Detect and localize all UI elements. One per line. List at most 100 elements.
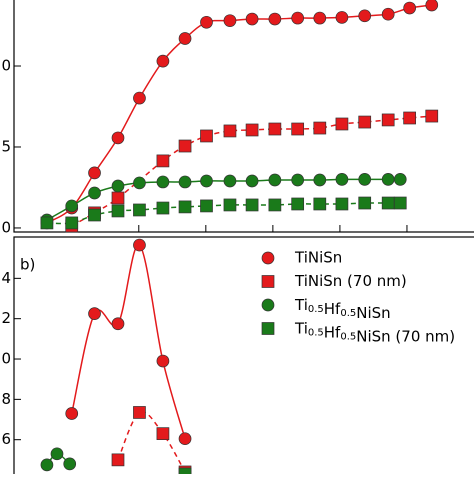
legend-marker: [261, 275, 275, 288]
marker: [291, 122, 305, 136]
marker: [403, 1, 416, 15]
marker: [133, 238, 146, 252]
marker: [111, 317, 125, 331]
series-line: [46, 4, 432, 224]
legend-label: Ti0.5Hf0.5NiSn (70 nm): [294, 319, 455, 345]
marker: [291, 11, 305, 25]
series-line: [71, 244, 186, 439]
series: [65, 238, 192, 446]
marker: [358, 9, 372, 23]
marker: [393, 196, 407, 210]
marker: [381, 113, 395, 127]
marker: [88, 208, 101, 222]
legend-marker: [261, 322, 275, 335]
marker: [425, 109, 439, 123]
marker: [335, 173, 349, 186]
marker: [381, 196, 395, 210]
marker: [111, 131, 125, 145]
marker: [88, 186, 101, 200]
marker: [335, 117, 349, 131]
marker: [245, 12, 259, 26]
marker: [223, 198, 237, 212]
marker: [50, 447, 64, 461]
plot-frame: [13, 0, 474, 233]
marker: [111, 179, 125, 193]
marker: [381, 173, 395, 186]
marker: [178, 200, 192, 214]
marker: [403, 111, 416, 125]
marker: [65, 216, 79, 230]
marker: [268, 198, 282, 212]
marker: [156, 201, 170, 215]
panel: 0 5 0: [1, 0, 474, 236]
marker: [178, 175, 192, 189]
marker: [40, 458, 54, 472]
marker: [133, 91, 146, 105]
legend-marker: [261, 251, 275, 265]
marker: [313, 173, 327, 187]
marker: [111, 204, 125, 218]
marker: [133, 203, 146, 217]
marker: [178, 32, 192, 45]
marker: [335, 11, 349, 24]
legend-label: Ti0.5Hf0.5NiSn: [294, 296, 391, 322]
marker: [200, 15, 213, 29]
marker: [313, 121, 327, 135]
marker: [133, 406, 146, 419]
marker: [200, 129, 213, 143]
marker: [291, 197, 305, 211]
marker: [223, 124, 237, 138]
marker: [156, 154, 170, 168]
marker: [313, 11, 327, 25]
marker: [65, 199, 79, 213]
panel: 6 8 0 2 4 b) TiNiSn TiNiSn (70 nm) Ti0.5Hf0.5NiS…: [1, 236, 474, 478]
marker: [111, 453, 125, 467]
marker: [313, 197, 327, 211]
marker: [178, 467, 192, 478]
legend-entry: Ti0.5Hf0.5NiSn: [261, 296, 391, 322]
marker: [63, 457, 77, 471]
legend-label: TiNiSn (70 nm): [294, 272, 407, 290]
marker: [268, 173, 282, 187]
marker: [268, 12, 282, 26]
y-tick-label: 0: [1, 218, 11, 236]
marker: [425, 0, 439, 12]
y-tick-label: 0: [1, 350, 11, 368]
y-tick-label: 8: [1, 390, 11, 408]
marker: [358, 173, 372, 186]
legend-marker: [261, 298, 275, 312]
marker: [381, 7, 395, 21]
marker: [156, 54, 170, 68]
legend-entry: TiNiSn (70 nm): [261, 272, 407, 290]
marker: [393, 173, 407, 186]
series: [40, 447, 77, 472]
y-tick-label: 4: [1, 269, 11, 287]
panel-label: b): [20, 256, 35, 274]
marker: [335, 197, 349, 211]
series-line: [117, 410, 186, 473]
marker: [178, 432, 192, 446]
marker: [200, 174, 213, 188]
marker: [245, 123, 259, 137]
marker: [156, 175, 170, 189]
legend-entry: Ti0.5Hf0.5NiSn (70 nm): [261, 319, 455, 345]
marker: [358, 115, 372, 129]
marker: [268, 122, 282, 136]
marker: [156, 354, 170, 368]
legend-entry: TiNiSn: [261, 249, 342, 267]
marker: [200, 199, 213, 213]
marker: [245, 174, 259, 188]
marker: [156, 427, 170, 440]
marker: [65, 407, 79, 420]
marker: [88, 307, 101, 320]
y-tick-label: 2: [1, 309, 11, 327]
marker: [291, 173, 305, 187]
series: [178, 467, 192, 478]
y-tick-label: 5: [1, 137, 11, 155]
marker: [245, 198, 259, 212]
marker: [223, 14, 237, 28]
marker: [178, 139, 192, 153]
marker: [358, 196, 372, 210]
